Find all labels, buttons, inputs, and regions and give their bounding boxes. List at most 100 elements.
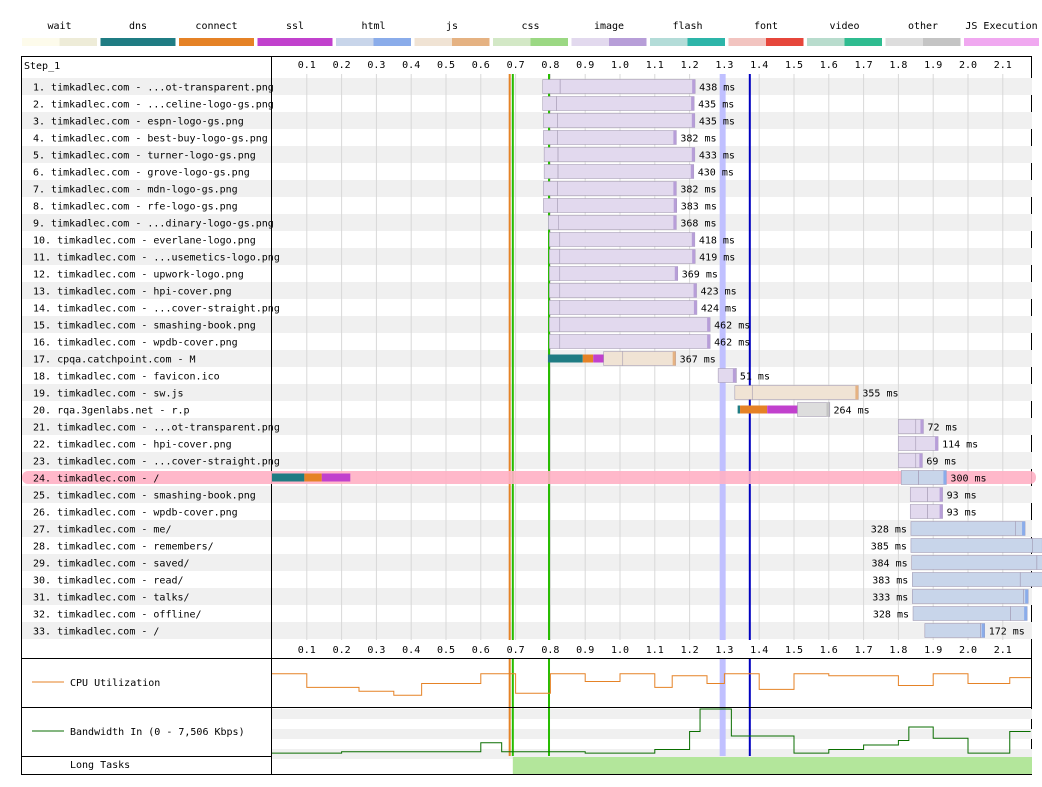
request-label: 33. timkadlec.com - / bbox=[33, 627, 159, 638]
request-label: 9. timkadlec.com - ...dinary-logo-gs.png bbox=[33, 219, 274, 230]
tick-label-top: 0.7 bbox=[507, 60, 525, 71]
tick-label-bottom: 1.7 bbox=[855, 645, 873, 656]
legend-swatch-dark bbox=[609, 38, 647, 46]
legend-swatch-dark bbox=[687, 38, 725, 46]
bar-dns bbox=[737, 405, 741, 414]
bar-download-chunk bbox=[691, 232, 695, 247]
legend-label-connect: connect bbox=[195, 21, 237, 32]
tick-label-bottom: 0.8 bbox=[541, 645, 559, 656]
legend-swatch-dark bbox=[844, 38, 882, 46]
timing-marker bbox=[508, 708, 511, 756]
request-time-label: 368 ms bbox=[680, 219, 716, 230]
request-label: 15. timkadlec.com - smashing-book.png bbox=[33, 321, 256, 332]
request-time-label: 382 ms bbox=[680, 185, 716, 196]
tick-label-top: 1.9 bbox=[924, 60, 942, 71]
bar-ttfb bbox=[543, 164, 559, 179]
bar-ttfb bbox=[909, 504, 928, 519]
request-label: 19. timkadlec.com - sw.js bbox=[33, 389, 184, 400]
legend-swatch-light bbox=[807, 38, 845, 46]
tick-label-bottom: 1.6 bbox=[820, 645, 838, 656]
bar-download-chunk bbox=[943, 470, 947, 485]
row-stripe bbox=[22, 282, 1032, 299]
request-label: 4. timkadlec.com - best-buy-logo-gs.png bbox=[33, 134, 268, 145]
bar-ssl bbox=[767, 405, 798, 414]
request-label: 26. timkadlec.com - wpdb-cover.png bbox=[33, 508, 238, 519]
legend-label-image: image bbox=[594, 21, 624, 32]
tick-label-top: 2.1 bbox=[994, 60, 1012, 71]
row-stripe bbox=[22, 452, 1032, 469]
bar-ttfb bbox=[898, 453, 917, 468]
row-stripe bbox=[22, 248, 1032, 265]
request-label: 25. timkadlec.com - smashing-book.png bbox=[33, 491, 256, 502]
legend-label-js-execution: JS Execution bbox=[965, 21, 1037, 32]
timing-marker bbox=[511, 659, 514, 707]
bar-ttfb bbox=[912, 589, 1024, 604]
request-time-label: 72 ms bbox=[927, 423, 957, 434]
tick-label-top: 0.3 bbox=[367, 60, 385, 71]
bar-connect bbox=[304, 473, 322, 482]
legend-swatch-light bbox=[336, 38, 374, 46]
bar-ttfb bbox=[909, 487, 928, 502]
bar-ttfb bbox=[734, 385, 753, 400]
bar-ttfb bbox=[900, 470, 919, 485]
row-stripe bbox=[22, 214, 1032, 231]
row-stripe bbox=[22, 418, 1032, 435]
tick-label-top: 1.2 bbox=[681, 60, 699, 71]
tick-label-bottom: 1.2 bbox=[681, 645, 699, 656]
bar-download bbox=[918, 470, 947, 485]
request-label: 2. timkadlec.com - ...celine-logo-gs.png bbox=[33, 100, 274, 111]
bar-download-chunk bbox=[939, 487, 943, 502]
request-time-label: 93 ms bbox=[947, 508, 977, 519]
tick-label-top: 1.1 bbox=[646, 60, 664, 71]
bar-download bbox=[557, 130, 677, 145]
bar-download-chunk bbox=[690, 164, 694, 179]
bar-download-chunk bbox=[935, 436, 939, 451]
bar-download-chunk bbox=[981, 623, 985, 638]
bar-download-chunk bbox=[732, 368, 736, 383]
legend-swatch-light bbox=[414, 38, 452, 46]
bar-download bbox=[559, 232, 696, 247]
row-stripe bbox=[22, 554, 1032, 571]
bar-download-chunk bbox=[920, 419, 924, 434]
tick-label-top: 1.8 bbox=[889, 60, 907, 71]
timing-marker bbox=[508, 74, 511, 640]
legend-swatch bbox=[100, 38, 176, 46]
bar-ttfb bbox=[549, 249, 561, 264]
bar-ttfb bbox=[543, 198, 558, 213]
tick-label-bottom: 0.7 bbox=[507, 645, 525, 656]
bar-download bbox=[915, 436, 939, 451]
bar-download-chunk bbox=[1025, 589, 1029, 604]
bar-ttfb bbox=[912, 572, 1021, 587]
timing-marker bbox=[548, 708, 551, 756]
request-time-label: 51 ms bbox=[740, 372, 770, 383]
request-label: 22. timkadlec.com - hpi-cover.png bbox=[33, 440, 232, 451]
legend-swatch bbox=[964, 38, 1039, 46]
bar-download-chunk bbox=[691, 147, 695, 162]
step-label: Step_1 bbox=[24, 61, 60, 72]
row-stripe bbox=[22, 588, 1032, 605]
bar-download-chunk bbox=[674, 266, 678, 281]
bar-download bbox=[558, 215, 677, 230]
bar-download-chunk bbox=[826, 402, 830, 417]
request-label: 20. rqa.3genlabs.net - r.p bbox=[33, 406, 190, 417]
bar-download-chunk bbox=[692, 79, 696, 94]
timing-marker bbox=[719, 708, 726, 756]
request-time-label: 462 ms bbox=[714, 338, 750, 349]
legend-label-dns: dns bbox=[129, 21, 147, 32]
bar-ttfb bbox=[549, 334, 561, 349]
bar-ttfb bbox=[549, 232, 561, 247]
bar-download-chunk bbox=[673, 198, 677, 213]
bandwidth-label: Bandwidth In (0 - 7,506 Kbps) bbox=[70, 727, 245, 738]
bar-ttfb bbox=[549, 283, 561, 298]
bar-connect bbox=[740, 405, 768, 414]
request-time-label: 328 ms bbox=[871, 525, 907, 536]
tick-label-bottom: 2.0 bbox=[959, 645, 977, 656]
timing-marker bbox=[748, 708, 751, 756]
legend-swatch-dark bbox=[452, 38, 490, 46]
bar-download bbox=[557, 181, 677, 196]
bar-download-chunk bbox=[939, 504, 943, 519]
tick-label-top: 0.4 bbox=[402, 60, 420, 71]
bar-download bbox=[559, 334, 711, 349]
legend-swatch-dark bbox=[59, 38, 97, 46]
